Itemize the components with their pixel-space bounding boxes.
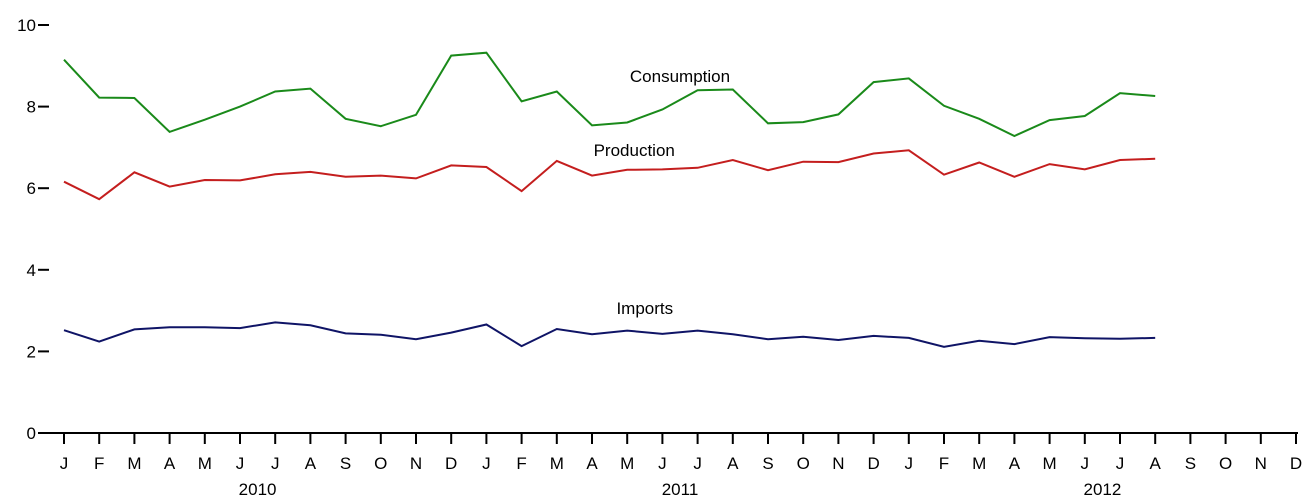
x-tick-label: A xyxy=(164,454,176,473)
x-tick-label: N xyxy=(1255,454,1267,473)
y-tick-label: 8 xyxy=(27,98,36,117)
series-line-consumption xyxy=(63,51,1156,138)
x-tick-label: M xyxy=(620,454,634,473)
x-tick-label: S xyxy=(340,454,351,473)
series-layer xyxy=(63,51,1156,348)
x-tick-label: D xyxy=(445,454,457,473)
y-tick-label: 0 xyxy=(27,424,36,443)
y-tick-label: 10 xyxy=(17,16,36,35)
x-tick-label: S xyxy=(762,454,773,473)
x-tick-label: N xyxy=(410,454,422,473)
x-tick-label: J xyxy=(693,454,702,473)
x-tick-label: J xyxy=(482,454,491,473)
x-tick-label: D xyxy=(867,454,879,473)
x-tick-label: A xyxy=(1009,454,1021,473)
x-tick-label: M xyxy=(550,454,564,473)
x-tick-label: O xyxy=(374,454,387,473)
x-tick-label: F xyxy=(94,454,104,473)
year-label: 2010 xyxy=(239,480,277,499)
y-tick-label: 6 xyxy=(27,179,36,198)
series-consumption xyxy=(63,51,1156,138)
x-tick-label: M xyxy=(1043,454,1057,473)
x-tick-label: J xyxy=(271,454,280,473)
series-label-consumption: Consumption xyxy=(630,67,730,86)
x-tick-label: A xyxy=(727,454,739,473)
x-axis: J F M A M J J A S O N D J F M A M J J A S O N D J F M A M J J A S O N D 2010… xyxy=(38,432,1302,499)
series-labels: Consumption Production Imports xyxy=(594,67,730,318)
x-tick-label: J xyxy=(236,454,245,473)
x-tick-label: N xyxy=(832,454,844,473)
x-tick-label: J xyxy=(1116,454,1125,473)
x-tick-label: O xyxy=(1219,454,1232,473)
series-line-production xyxy=(63,149,1156,201)
series-line-imports xyxy=(63,321,1156,348)
x-tick-label: M xyxy=(127,454,141,473)
x-tick-label: O xyxy=(797,454,810,473)
x-tick-label: M xyxy=(972,454,986,473)
x-tick-label: A xyxy=(1150,454,1162,473)
y-tick-label: 4 xyxy=(27,261,36,280)
y-tick-label: 2 xyxy=(27,342,36,361)
year-label: 2011 xyxy=(662,480,699,499)
x-tick-label: J xyxy=(658,454,667,473)
x-tick-label: J xyxy=(1081,454,1090,473)
x-tick-label: J xyxy=(60,454,69,473)
y-axis: 0 2 4 6 8 10 xyxy=(17,16,49,443)
x-tick-label: F xyxy=(939,454,949,473)
series-imports xyxy=(63,321,1156,348)
series-production xyxy=(63,149,1156,201)
x-tick-label: D xyxy=(1290,454,1302,473)
x-tick-label: A xyxy=(586,454,598,473)
series-label-imports: Imports xyxy=(616,299,673,318)
x-tick-label: F xyxy=(516,454,526,473)
x-tick-label: M xyxy=(198,454,212,473)
year-label: 2012 xyxy=(1083,480,1121,499)
x-tick-label: J xyxy=(905,454,914,473)
series-label-production: Production xyxy=(594,141,675,160)
x-tick-label: S xyxy=(1185,454,1196,473)
x-tick-label: A xyxy=(305,454,317,473)
